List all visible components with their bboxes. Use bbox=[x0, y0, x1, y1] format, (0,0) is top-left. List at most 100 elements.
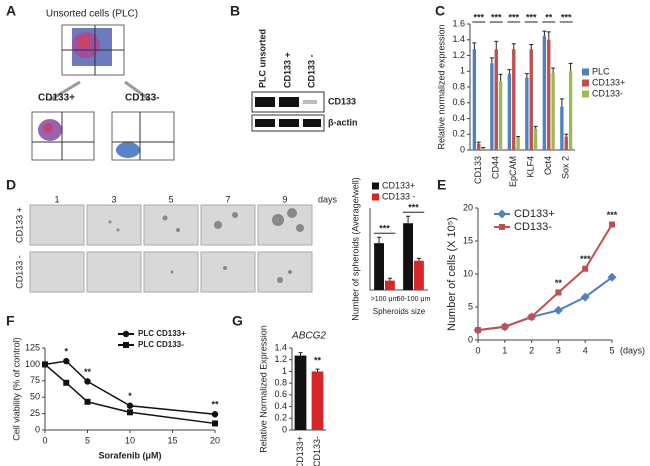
bar bbox=[494, 49, 498, 151]
lane-label: CD133 - bbox=[306, 54, 316, 88]
x-tick-label: 5 bbox=[609, 345, 614, 355]
x-tick-label: 1 bbox=[502, 345, 507, 355]
error-bar bbox=[516, 136, 521, 139]
spheroids bbox=[108, 208, 304, 283]
x-tick-label: CD133 bbox=[473, 156, 483, 184]
y-tick-label: 1.2 bbox=[274, 354, 287, 364]
bar bbox=[385, 280, 395, 290]
significance: ** bbox=[555, 278, 563, 288]
error-bar bbox=[507, 69, 512, 74]
bar bbox=[472, 49, 477, 151]
error-bar bbox=[387, 277, 392, 281]
panel-label: D bbox=[6, 177, 16, 193]
error-bar bbox=[406, 215, 411, 224]
significance: *** bbox=[526, 12, 537, 22]
bar bbox=[294, 355, 307, 430]
bar bbox=[403, 223, 413, 290]
y-tick-label: 25 bbox=[30, 408, 40, 418]
significance: *** bbox=[408, 203, 419, 213]
bar bbox=[529, 49, 533, 151]
a-title: Unsorted cells (PLC) bbox=[46, 9, 138, 20]
error-bar bbox=[472, 42, 477, 50]
error-bar bbox=[551, 67, 556, 73]
panel-label: A bbox=[6, 3, 16, 19]
y-tick-label: 1 bbox=[282, 366, 287, 376]
significance: *** bbox=[561, 12, 572, 22]
x-tick-label: 5 bbox=[85, 435, 90, 445]
bar bbox=[512, 49, 516, 151]
legend-label: CD133- bbox=[514, 221, 552, 233]
significance: ** bbox=[314, 355, 322, 365]
flow-plot bbox=[61, 24, 125, 76]
bar bbox=[542, 35, 547, 150]
error-bar bbox=[315, 368, 320, 372]
bar bbox=[560, 106, 564, 150]
marker bbox=[607, 272, 617, 282]
y-tick-label: 1.4 bbox=[452, 34, 465, 44]
legend-label: CD133 - bbox=[382, 191, 416, 201]
y-tick-label: 1.2 bbox=[452, 50, 465, 60]
y-tick-label: 20 bbox=[463, 202, 473, 212]
x-tick-label: 4 bbox=[583, 345, 588, 355]
y-tick-label: 0 bbox=[282, 424, 287, 434]
x-tick-label: CD44 bbox=[491, 156, 501, 179]
bar bbox=[490, 63, 494, 150]
bar bbox=[498, 80, 503, 150]
error-bar bbox=[559, 98, 564, 107]
error-bar bbox=[498, 73, 503, 81]
a-label: CD133+ bbox=[38, 93, 75, 104]
legend-label: PLC bbox=[592, 66, 610, 76]
legend-label: CD133+ bbox=[592, 77, 625, 87]
marker bbox=[84, 378, 91, 385]
marker bbox=[122, 330, 130, 338]
error-bar bbox=[524, 73, 529, 78]
marker bbox=[123, 342, 129, 348]
y-axis-label: Number of cells (X 10⁵) bbox=[446, 217, 458, 331]
y-tick-label: 125 bbox=[25, 342, 40, 352]
bar bbox=[481, 148, 485, 150]
flow-plot bbox=[111, 111, 175, 161]
flow-plot bbox=[31, 111, 95, 161]
blot bbox=[251, 91, 325, 132]
error-bar bbox=[416, 257, 421, 261]
y-tick-label: 10 bbox=[463, 268, 473, 278]
marker bbox=[528, 313, 535, 320]
legend-swatch bbox=[582, 90, 589, 98]
significance: *** bbox=[580, 254, 591, 264]
y-tick-label: 50 bbox=[30, 392, 40, 402]
error-bar bbox=[533, 125, 538, 129]
panel-label: F bbox=[6, 313, 15, 329]
y-tick-label: 0.6 bbox=[452, 97, 465, 107]
marker bbox=[580, 292, 590, 302]
marker bbox=[475, 327, 481, 334]
chart-title: ABCG2 bbox=[291, 331, 326, 342]
panel-label: E bbox=[437, 177, 446, 193]
legend-label: PLC CD133+ bbox=[138, 329, 186, 338]
legend-label: CD133- bbox=[592, 88, 623, 98]
x-tick-label: 3 bbox=[556, 345, 561, 355]
marker bbox=[63, 357, 70, 365]
marker bbox=[211, 411, 219, 418]
lane-label: PLC unsorted bbox=[257, 29, 267, 88]
y-tick-label: 5 bbox=[468, 301, 473, 311]
day-label: 7 bbox=[225, 194, 230, 204]
bar bbox=[477, 143, 481, 150]
micrographs bbox=[29, 204, 313, 293]
y-tick-label: 0.2 bbox=[274, 413, 287, 423]
significance: *** bbox=[473, 12, 484, 22]
y-tick-label: 0 bbox=[460, 144, 465, 154]
significance: * bbox=[64, 346, 68, 356]
marker bbox=[127, 409, 133, 416]
legend-label: PLC CD133- bbox=[138, 340, 184, 349]
y-tick-label: 0 bbox=[35, 424, 40, 434]
error-bar bbox=[494, 40, 499, 50]
x-tick-label: KLF4 bbox=[526, 156, 536, 178]
y-tick-label: 1.4 bbox=[274, 342, 287, 352]
x-tick-label: 10 bbox=[125, 435, 135, 445]
panel-label: C bbox=[435, 3, 445, 19]
panel-label: G bbox=[232, 313, 243, 329]
x-tick-label: CD133- bbox=[312, 436, 322, 466]
day-label: 1 bbox=[54, 194, 59, 204]
legend-label: CD133+ bbox=[382, 180, 415, 190]
y-tick-label: 0 bbox=[468, 334, 473, 344]
